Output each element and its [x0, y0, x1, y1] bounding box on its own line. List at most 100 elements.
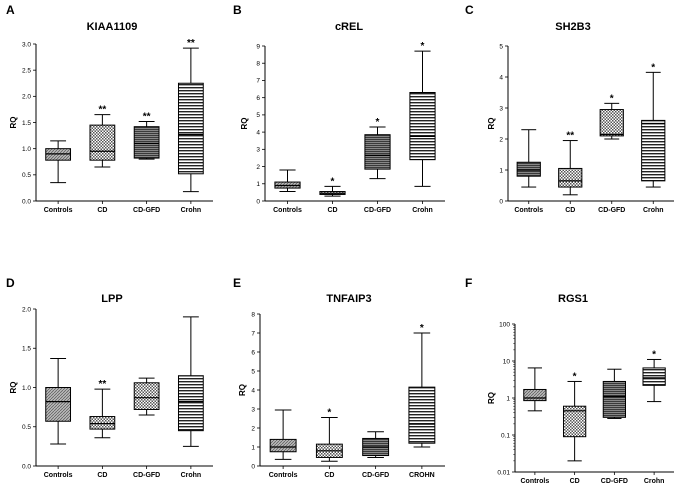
y-tick-label: 0.5 [22, 424, 31, 431]
box-controls [45, 357, 72, 445]
y-axis-label: RQ [9, 382, 18, 394]
y-tick-label: 10 [503, 358, 511, 365]
box-crohn: * [642, 349, 666, 403]
significance-marker: * [610, 93, 614, 104]
box-cd-gfd: * [364, 117, 391, 180]
box-cd: * [319, 176, 346, 197]
significance-marker: * [376, 117, 380, 128]
category-label: CD-GFD [601, 478, 628, 485]
box-iqr [269, 438, 297, 453]
category-label: CD-GFD [598, 207, 625, 214]
panel-title: TNFAIP3 [326, 293, 371, 305]
panel-letter: E [233, 276, 241, 290]
y-tick-label: 1.5 [22, 346, 31, 353]
y-tick-label: 2 [256, 164, 260, 171]
box-iqr [642, 367, 666, 386]
y-tick-label: 5 [251, 368, 255, 375]
category-label: Controls [514, 207, 543, 214]
category-label: CD [327, 207, 337, 214]
significance-marker: ** [187, 38, 195, 49]
category-label: CD [324, 472, 334, 479]
box-iqr [516, 161, 541, 177]
y-tick-label: 1 [256, 181, 260, 188]
y-tick-label: 3 [251, 406, 255, 413]
y-tick-label: 3.0 [22, 41, 31, 48]
box-iqr [523, 388, 547, 402]
category-label: Crohn [644, 478, 665, 485]
y-tick-label: 3 [499, 105, 503, 112]
panel-letter: C [465, 3, 474, 17]
y-tick-label: 0.0 [22, 198, 31, 205]
box-iqr [177, 375, 204, 432]
category-label: Crohn [643, 207, 664, 214]
y-tick-label: 0.01 [497, 469, 510, 476]
box-cd-gfd [133, 377, 160, 416]
panel-letter: B [233, 3, 242, 17]
box-cd-gfd [602, 368, 627, 419]
box-crohn: * [641, 62, 666, 188]
y-tick-label: 8 [256, 61, 260, 68]
box-iqr [364, 134, 391, 170]
y-tick-label: 0.1 [501, 432, 510, 439]
panel-f: F RGS1 RQ 0.01 0.1 1 10 100 Controls * CD CD-GFD * Cr… [465, 276, 674, 485]
significance-marker: * [327, 408, 331, 419]
box-iqr [89, 124, 116, 161]
category-label: Controls [273, 207, 302, 214]
panel-letter: F [465, 276, 472, 290]
box-cd: * [315, 408, 343, 462]
significance-marker: * [651, 62, 655, 73]
box-iqr [641, 119, 666, 182]
panel-c: C SH2B3 RQ 0 1 2 3 4 5 Controls ** CD * CD-GFD * Crohn [465, 3, 674, 214]
y-tick-label: 1.0 [22, 146, 31, 153]
y-axis-label: RQ [487, 118, 496, 130]
box-crohn: * [409, 41, 436, 187]
box-cd: * [562, 371, 587, 462]
category-label: Crohn [181, 472, 202, 479]
box-controls [274, 169, 301, 193]
significance-marker: * [573, 371, 577, 382]
y-tick-label: 2.0 [22, 94, 31, 101]
category-label: CD-GFD [133, 472, 160, 479]
box-cd-gfd: * [599, 93, 624, 140]
panel-title: KIAA1109 [87, 21, 138, 33]
box-cd: ** [89, 379, 116, 439]
y-tick-label: 2 [499, 136, 503, 143]
category-label: Crohn [412, 207, 433, 214]
category-label: Controls [44, 207, 73, 214]
box-crohn [177, 316, 204, 447]
box-iqr [599, 109, 624, 137]
category-label: CD-GFD [133, 207, 160, 214]
box-iqr [558, 167, 583, 188]
y-tick-label: 0.0 [22, 463, 31, 470]
significance-marker: ** [566, 131, 574, 142]
box-cd-gfd: ** [133, 111, 160, 160]
y-tick-label: 1.0 [22, 385, 31, 392]
y-tick-label: 1.5 [22, 120, 31, 127]
box-iqr [602, 380, 627, 418]
category-label: CROHN [409, 472, 435, 479]
y-tick-label: 7 [251, 330, 255, 337]
y-axis-label: RQ [9, 117, 18, 129]
y-tick-label: 0.5 [22, 172, 31, 179]
box-controls [269, 409, 297, 460]
y-tick-label: 0 [499, 198, 503, 205]
category-label: Controls [520, 478, 549, 485]
box-controls [523, 367, 547, 412]
y-tick-label: 2 [251, 425, 255, 432]
panel-e: E TNFAIP3 RQ 0 1 2 3 4 5 6 7 8 Controls * CD CD-GFD * CRO… [233, 276, 445, 479]
box-cd: ** [558, 131, 583, 196]
panel-title: cREL [335, 21, 363, 33]
y-axis-label: RQ [238, 384, 247, 396]
significance-marker: * [331, 176, 335, 187]
panel-d: D LPP RQ 0.0 0.5 1.0 1.5 2.0 Controls ** CD CD-GFD C… [6, 276, 213, 479]
significance-marker: * [421, 41, 425, 52]
category-label: CD [97, 472, 107, 479]
y-tick-label: 7 [256, 78, 260, 85]
significance-marker: ** [143, 111, 151, 122]
panel-letter: D [6, 276, 15, 290]
category-label: CD [570, 478, 580, 485]
box-cd: ** [89, 105, 116, 168]
box-iqr [562, 405, 587, 438]
box-iqr [133, 382, 160, 410]
